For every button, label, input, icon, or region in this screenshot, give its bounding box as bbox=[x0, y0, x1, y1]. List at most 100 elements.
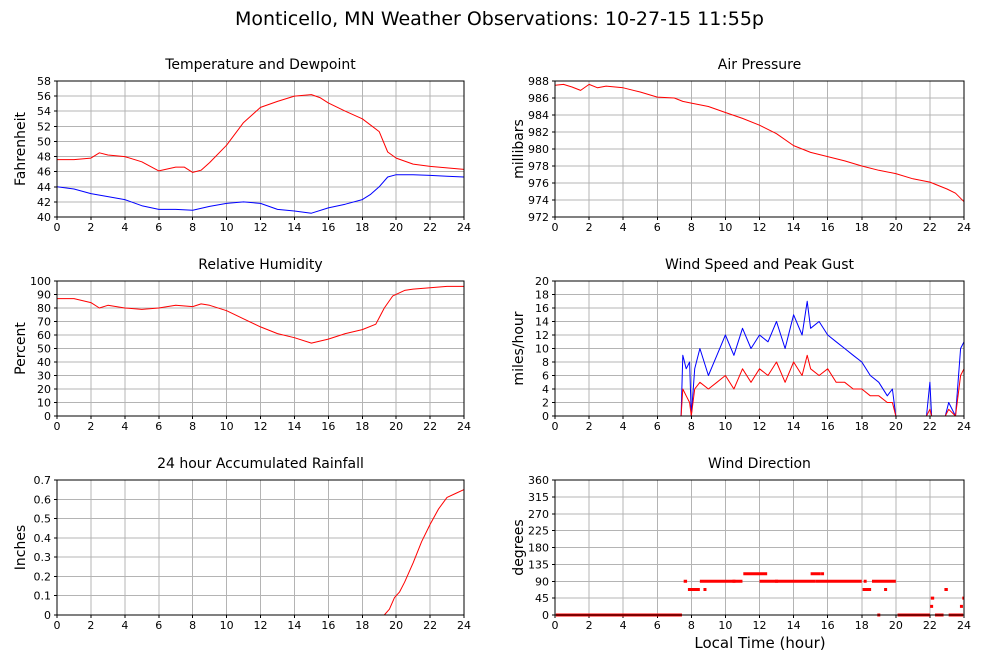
y-tick-label: 0.5 bbox=[34, 513, 52, 526]
x-tick-label: 12 bbox=[254, 221, 268, 234]
y-tick-label: 20 bbox=[37, 383, 51, 396]
x-tick-label: 14 bbox=[287, 619, 301, 632]
y-tick-label: 2 bbox=[542, 397, 549, 410]
series-line-temp-1 bbox=[56, 174, 465, 214]
y-tick-label: 12 bbox=[535, 329, 549, 342]
x-tick-label: 2 bbox=[87, 420, 94, 433]
y-tick-label: 225 bbox=[528, 525, 549, 538]
y-tick-label: 978 bbox=[528, 160, 549, 173]
x-tick-label: 2 bbox=[87, 221, 94, 234]
y-tick-label: 16 bbox=[535, 302, 549, 315]
x-tick-label: 6 bbox=[654, 221, 661, 234]
y-tick-label: 0 bbox=[44, 609, 51, 622]
y-tick-label: 972 bbox=[528, 211, 549, 224]
x-tick-label: 16 bbox=[821, 619, 835, 632]
direction-observation-point bbox=[732, 579, 736, 583]
x-tick-label: 24 bbox=[457, 619, 471, 632]
y-tick-label: 80 bbox=[37, 302, 51, 315]
x-tick-label: 2 bbox=[87, 619, 94, 632]
y-tick-label: 984 bbox=[528, 109, 549, 122]
x-tick-label: 24 bbox=[957, 221, 971, 234]
y-tick-label: 70 bbox=[37, 316, 51, 329]
y-tick-label: 360 bbox=[528, 474, 549, 487]
y-tick-label: 60 bbox=[37, 329, 51, 342]
y-axis-label: miles/hour bbox=[511, 311, 527, 385]
x-tick-label: 6 bbox=[155, 420, 162, 433]
y-tick-label: 40 bbox=[37, 356, 51, 369]
x-tick-label: 22 bbox=[423, 221, 437, 234]
chart-title: Wind Speed and Peak Gust bbox=[665, 257, 854, 273]
x-tick-label: 12 bbox=[753, 420, 767, 433]
x-tick-label: 16 bbox=[821, 221, 835, 234]
y-axis-label: Inches bbox=[13, 525, 29, 570]
x-tick-label: 8 bbox=[189, 619, 196, 632]
y-tick-label: 30 bbox=[37, 370, 51, 383]
y-tick-label: 180 bbox=[528, 542, 549, 555]
x-tick-label: 2 bbox=[586, 221, 593, 234]
x-tick-label: 0 bbox=[552, 420, 559, 433]
chart-title: Relative Humidity bbox=[198, 257, 322, 273]
y-tick-label: 0 bbox=[542, 609, 549, 622]
x-tick-label: 18 bbox=[855, 619, 869, 632]
y-axis-label: degrees bbox=[511, 519, 527, 575]
x-tick-label: 18 bbox=[355, 420, 369, 433]
direction-observation-point bbox=[884, 588, 888, 591]
y-tick-label: 10 bbox=[37, 397, 51, 410]
series-line-wind-1 bbox=[555, 354, 965, 417]
y-tick-label: 100 bbox=[30, 275, 51, 288]
y-tick-label: 18 bbox=[535, 289, 549, 302]
x-tick-label: 8 bbox=[688, 221, 695, 234]
y-axis-label: millibars bbox=[511, 119, 527, 179]
chart-title: 24 hour Accumulated Rainfall bbox=[157, 456, 364, 472]
x-tick-label: 8 bbox=[189, 420, 196, 433]
x-tick-label: 10 bbox=[718, 420, 732, 433]
x-tick-label: 14 bbox=[787, 221, 801, 234]
x-tick-label: 4 bbox=[620, 619, 627, 632]
y-tick-label: 50 bbox=[37, 343, 51, 356]
y-tick-label: 58 bbox=[37, 75, 51, 88]
x-tick-label: 16 bbox=[321, 420, 335, 433]
x-tick-label: 6 bbox=[155, 221, 162, 234]
y-tick-label: 42 bbox=[37, 196, 51, 209]
y-tick-label: 45 bbox=[535, 592, 549, 605]
x-tick-label: 2 bbox=[586, 619, 593, 632]
direction-observation-point bbox=[959, 604, 963, 608]
y-tick-label: 988 bbox=[528, 75, 549, 88]
x-tick-label: 10 bbox=[220, 221, 234, 234]
y-axis-label: Fahrenheit bbox=[13, 111, 29, 186]
y-tick-label: 0.1 bbox=[34, 590, 52, 603]
x-tick-label: 20 bbox=[889, 221, 903, 234]
series-line-rain-0 bbox=[57, 489, 465, 616]
x-tick-label: 16 bbox=[321, 221, 335, 234]
x-tick-label: 14 bbox=[287, 221, 301, 234]
x-tick-label: 20 bbox=[889, 619, 903, 632]
x-tick-label: 12 bbox=[753, 619, 767, 632]
y-tick-label: 48 bbox=[37, 151, 51, 164]
x-tick-label: 10 bbox=[220, 619, 234, 632]
x-axis-caption: Local Time (hour) bbox=[694, 634, 826, 652]
y-tick-label: 50 bbox=[37, 135, 51, 148]
y-tick-label: 4 bbox=[542, 383, 549, 396]
x-tick-label: 12 bbox=[254, 619, 268, 632]
x-tick-label: 16 bbox=[321, 619, 335, 632]
y-tick-label: 0.6 bbox=[34, 493, 52, 506]
direction-observation-point bbox=[703, 588, 707, 591]
y-tick-label: 980 bbox=[528, 143, 549, 156]
y-tick-label: 0.2 bbox=[34, 570, 52, 583]
y-tick-label: 6 bbox=[542, 370, 549, 383]
x-tick-label: 8 bbox=[688, 619, 695, 632]
y-tick-label: 270 bbox=[528, 508, 549, 521]
x-tick-label: 18 bbox=[855, 420, 869, 433]
page-title: Monticello, MN Weather Observations: 10-… bbox=[234, 8, 764, 30]
y-tick-label: 0 bbox=[44, 410, 51, 423]
x-tick-label: 10 bbox=[718, 221, 732, 234]
series-line-temp-0 bbox=[57, 94, 465, 173]
direction-observation-point bbox=[930, 604, 934, 608]
y-tick-label: 0 bbox=[542, 410, 549, 423]
y-tick-label: 976 bbox=[528, 177, 549, 190]
y-tick-label: 0.4 bbox=[34, 532, 52, 545]
